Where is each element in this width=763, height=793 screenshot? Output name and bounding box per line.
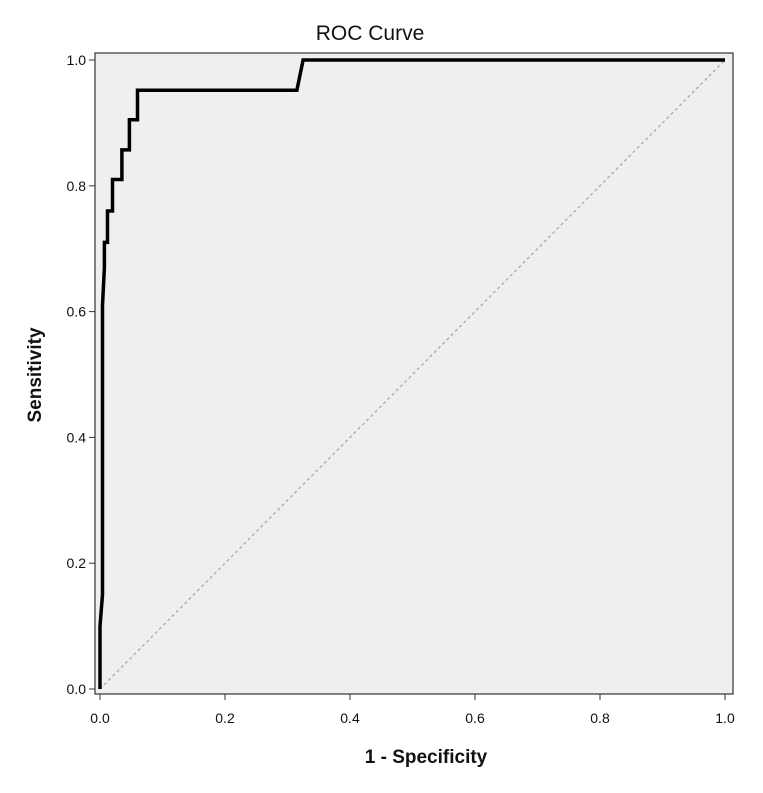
roc-curve-line <box>98 58 725 689</box>
x-tick-label: 0.4 <box>340 710 360 726</box>
y-tick-label: 1.0 <box>67 52 87 68</box>
x-axis-label: 1 - Specificity <box>365 747 488 768</box>
series-layer <box>98 58 726 690</box>
y-tick-label: 0.8 <box>67 178 87 194</box>
y-tick-label: 0.2 <box>67 555 87 571</box>
chart-title: ROC Curve <box>316 22 425 45</box>
y-axis-label: Sensitivity <box>25 327 46 422</box>
x-tick-label: 1.0 <box>715 710 735 726</box>
reference-diagonal-line <box>99 59 726 690</box>
x-axis-ticks: 0.0 0.2 0.4 0.6 0.8 1.0 <box>90 694 735 726</box>
y-axis-ticks: 0.0 0.2 0.4 0.6 0.8 1.0 <box>67 52 95 697</box>
y-tick-label: 0.4 <box>67 429 87 445</box>
y-tick-label: 0.0 <box>67 681 87 697</box>
x-tick-label: 0.8 <box>590 710 610 726</box>
x-tick-label: 0.6 <box>465 710 485 726</box>
y-tick-label: 0.6 <box>67 304 87 320</box>
plot-frame <box>94 52 734 695</box>
x-tick-label: 0.0 <box>90 710 110 726</box>
x-tick-label: 0.2 <box>215 710 235 726</box>
